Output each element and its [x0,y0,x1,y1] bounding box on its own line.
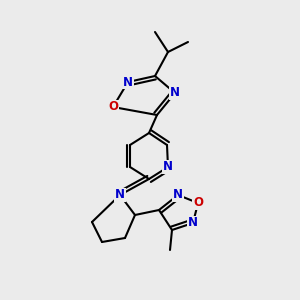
Text: N: N [115,188,125,202]
Text: O: O [193,196,203,209]
Text: O: O [108,100,118,113]
Text: N: N [170,86,180,100]
Text: N: N [173,188,183,202]
Text: N: N [163,160,173,173]
Text: N: N [123,76,133,88]
Text: N: N [188,217,198,230]
